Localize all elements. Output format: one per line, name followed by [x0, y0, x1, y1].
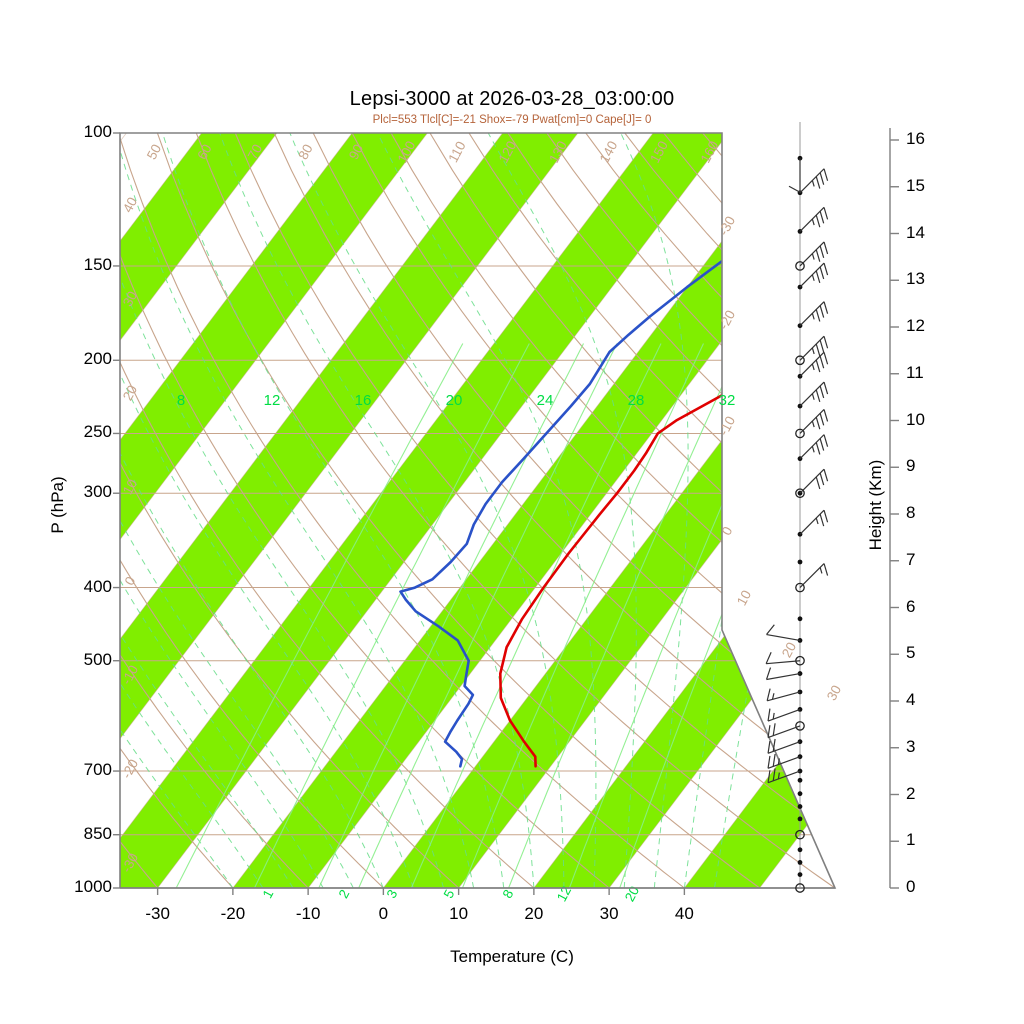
isotherm-label-right: 20	[779, 640, 799, 660]
height-tick-label: 0	[906, 877, 916, 896]
mixing-ratio-label: 8	[500, 887, 517, 901]
height-tick-label: 6	[906, 596, 916, 616]
height-tick-label: 11	[906, 362, 924, 382]
skewt-body	[120, 133, 835, 888]
height-tick-label: 10	[906, 409, 925, 429]
height-tick-label: 4	[906, 690, 916, 709]
moist-adiabat-label: 24	[537, 392, 554, 409]
x-tick-label: 20	[524, 904, 544, 923]
mixing-ratio-label: 3	[384, 887, 401, 901]
dry-adiabat-label: 60	[194, 142, 214, 162]
isotherm-label-left: -20	[119, 757, 141, 781]
dry-adiabat-label: 50	[144, 142, 164, 162]
height-tick-label: 12	[906, 316, 925, 335]
isotherm-label-right: 10	[734, 588, 754, 608]
pressure-tick-label: 100	[83, 122, 112, 141]
moist-adiabat-label: 32	[719, 392, 736, 409]
height-tick-label: 14	[906, 222, 925, 242]
pressure-tick-label: 700	[83, 760, 112, 780]
mixing-ratio-label: 20	[622, 884, 642, 904]
pressure-tick-label: 1000	[74, 877, 112, 896]
mixing-ratio-label: 12	[554, 884, 574, 904]
isotherm-label-right: -10	[716, 414, 738, 438]
height-tick-label: 2	[906, 783, 916, 803]
height-tick-label: 1	[906, 830, 916, 850]
dewpoint-curve	[399, 196, 801, 768]
x-axis-label: Temperature (C)	[450, 947, 574, 966]
height-tick-label: 9	[906, 456, 916, 476]
dry-adiabat-label: 70	[245, 142, 265, 162]
moist-adiabat-label: 8	[177, 392, 185, 409]
figure-subtitle: Plcl=553 Tlcl[C]=-21 Shox=-79 Pwat[cm]=0…	[372, 114, 652, 126]
isotherm-label-left: 30	[120, 289, 140, 309]
isotherm-label-left: 10	[120, 477, 140, 497]
dry-adiabat-label: 90	[346, 142, 366, 162]
x-tick-label: -10	[295, 904, 321, 923]
pressure-tick-label: 200	[83, 349, 112, 369]
height-tick-label: 8	[906, 503, 916, 522]
moist-adiabat-label: 28	[628, 392, 645, 409]
height-tick-label: 15	[906, 175, 925, 195]
pressure-tick-label: 850	[83, 823, 112, 843]
isotherm-label-right: -30	[716, 214, 738, 238]
x-tick-label: 30	[599, 904, 619, 923]
x-tick-label: -30	[145, 904, 170, 923]
x-tick-label: 40	[674, 904, 694, 923]
isotherm-label-right: 30	[824, 683, 844, 703]
pressure-tick-label: 250	[83, 422, 112, 442]
pressure-tick-label: 500	[83, 649, 112, 669]
height-tick-label: 5	[906, 643, 916, 663]
isotherm-label-left: 40	[120, 195, 140, 215]
temperature-curve	[499, 196, 835, 768]
pressure-tick-label: 400	[83, 576, 112, 596]
pressure-tick-label: 150	[83, 254, 112, 274]
moist-adiabat-label: 20	[446, 392, 463, 409]
moist-adiabat-label: 12	[264, 392, 281, 409]
isotherm-label-left: 20	[120, 383, 140, 403]
dry-adiabat-label: 140	[597, 138, 621, 165]
height-tick-label: 3	[906, 736, 916, 756]
x-tick-label: -20	[220, 904, 246, 923]
mixing-ratio-label: 1	[260, 887, 277, 901]
height-tick-label: 13	[906, 269, 925, 289]
mixing-ratio-label: 5	[441, 887, 458, 901]
height-tick-label: 16	[906, 129, 925, 148]
moist-adiabat-label: 16	[355, 392, 372, 409]
page-title: Lepsi-3000 at 2026-03-28_03:00:00	[349, 88, 675, 110]
height-tick-label: 7	[906, 549, 916, 569]
mixing-ratio-label: 2	[336, 887, 353, 901]
wind-barb-column	[765, 122, 829, 893]
pressure-tick-label: 300	[83, 482, 112, 502]
x-tick-label: 10	[449, 904, 469, 923]
x-tick-label: 0	[378, 904, 389, 923]
dry-adiabat-label: 110	[445, 139, 468, 165]
dry-adiabat-label: 80	[295, 142, 315, 162]
